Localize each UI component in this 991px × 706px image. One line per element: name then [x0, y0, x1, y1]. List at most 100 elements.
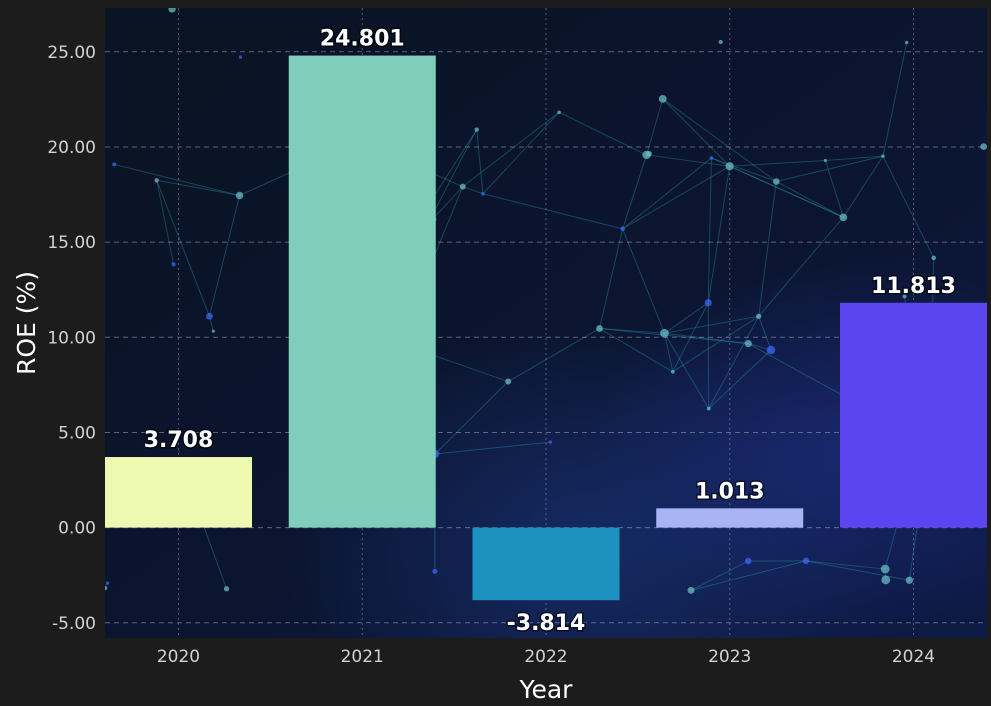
network-line [646, 154, 730, 167]
network-node [620, 226, 625, 232]
bar-2024 [840, 302, 987, 528]
network-node [432, 568, 438, 574]
network-node [168, 8, 176, 13]
network-node [474, 127, 479, 132]
network-line [482, 111, 560, 195]
network-line [805, 560, 886, 570]
network-line [776, 155, 884, 183]
network-line [622, 157, 712, 230]
network-line [672, 315, 759, 373]
network-node [211, 329, 215, 333]
y-tick-label: 20.00 [47, 138, 96, 158]
network-node [105, 581, 110, 585]
network-line [662, 98, 777, 182]
network-line [646, 98, 664, 156]
bar-2023 [656, 508, 804, 528]
network-line [435, 441, 551, 455]
network-node [154, 178, 159, 183]
x-tick-label: 2020 [157, 647, 200, 667]
x-tick-label: 2022 [524, 647, 567, 667]
network-line [690, 560, 749, 591]
network-line [476, 129, 484, 194]
network-line [599, 328, 674, 373]
bars-group [105, 55, 987, 601]
data-label-2020: 3.708 [144, 428, 214, 453]
network-line [462, 186, 484, 195]
network-line [622, 228, 665, 334]
network-line [805, 560, 910, 581]
network-node [718, 39, 723, 45]
y-axis-title: ROE (%) [12, 271, 41, 375]
data-label-2021: 24.801 [320, 27, 405, 52]
network-line [690, 560, 807, 591]
network-line [208, 195, 241, 317]
network-node [548, 440, 553, 444]
network-line [114, 163, 240, 196]
network-node [709, 156, 714, 160]
network-line [758, 316, 772, 351]
network-line [758, 216, 844, 317]
network-node [557, 110, 561, 115]
network-node [744, 340, 752, 348]
network-node [235, 191, 244, 200]
network-line [882, 155, 935, 259]
network-node [171, 262, 176, 267]
bar-2022 [472, 527, 620, 601]
network-node [670, 369, 675, 374]
network-line [156, 180, 175, 265]
y-tick-label: -5.00 [52, 614, 96, 634]
network-line [707, 157, 712, 303]
x-axis-title: Year [519, 675, 574, 704]
network-line [462, 111, 560, 188]
network-node [459, 183, 466, 190]
y-tick-label: 25.00 [47, 43, 96, 63]
data-labels-group: 3.708 24.801 -3.814 1.013 11.813 [142, 25, 957, 638]
network-line [664, 333, 674, 372]
network-node [660, 328, 669, 338]
network-node [481, 191, 485, 196]
network-node [902, 294, 907, 299]
network-line [711, 157, 777, 182]
network-line [599, 328, 749, 345]
network-node [505, 378, 512, 385]
network-line [664, 315, 759, 334]
network-node [980, 143, 987, 150]
network-node [238, 55, 243, 59]
network-line [708, 349, 772, 409]
network-line [598, 228, 624, 329]
data-label-2023: 1.013 [695, 479, 765, 504]
network-node [905, 40, 909, 45]
network-node [658, 94, 667, 103]
network-node [744, 557, 752, 565]
y-tick-label: 5.00 [58, 423, 96, 443]
network-line [776, 181, 844, 218]
network-node [105, 585, 108, 591]
x-tick-label: 2024 [892, 647, 935, 667]
network-node [881, 575, 891, 585]
network-line [599, 328, 665, 334]
network-line [156, 179, 240, 197]
network-node [823, 158, 827, 163]
network-node [773, 178, 780, 185]
network-line [707, 166, 731, 303]
network-node [931, 255, 936, 261]
data-label-2022: -3.814 [507, 611, 586, 636]
network-line [482, 193, 623, 230]
network-node [880, 564, 890, 574]
network-line [842, 155, 884, 218]
network-node [881, 154, 885, 158]
network-node [112, 162, 117, 167]
network-node [596, 325, 603, 332]
network-node [756, 313, 762, 319]
network-node [223, 586, 230, 592]
network-line [622, 165, 730, 230]
y-tick-label: 15.00 [47, 233, 96, 253]
network-line [664, 332, 710, 409]
x-axis-ticks: 2020 2021 2022 2023 2024 [157, 647, 935, 667]
network-node [706, 406, 711, 411]
network-node [725, 162, 734, 171]
bar-2021 [288, 55, 436, 528]
network-node [646, 150, 652, 157]
network-line [882, 42, 908, 157]
